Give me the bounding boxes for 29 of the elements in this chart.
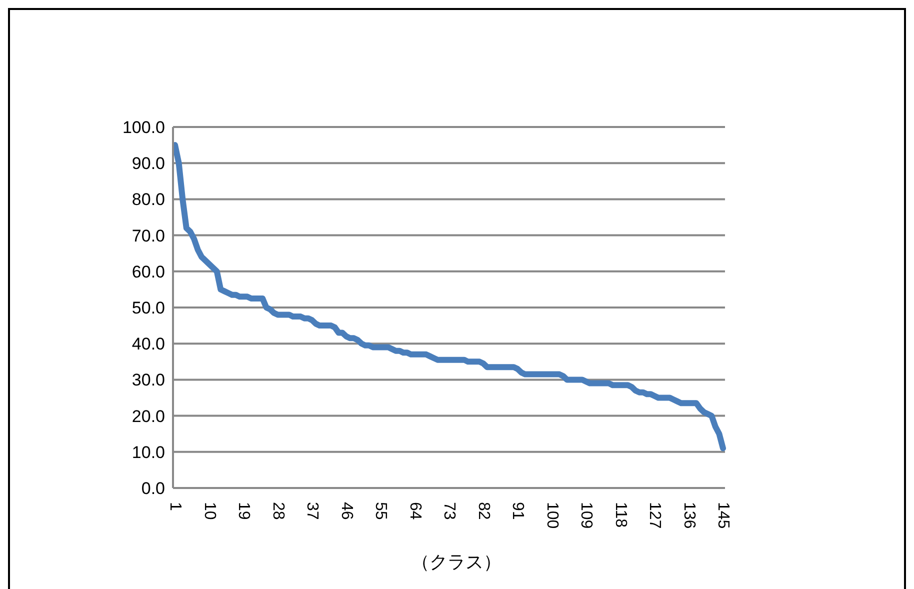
x-tick-label: 37 — [304, 502, 320, 520]
y-tick-label: 60.0 — [132, 262, 165, 282]
x-tick-label: 1 — [166, 502, 184, 511]
y-tick-label: 40.0 — [132, 334, 165, 354]
y-tick-label: 80.0 — [132, 190, 165, 210]
x-tick-label: 10 — [200, 502, 218, 520]
x-tick-label: 118 — [612, 502, 629, 528]
x-tick-label: 127 — [646, 502, 663, 529]
x-tick-label: 82 — [474, 502, 492, 520]
x-tick-label: 19 — [235, 502, 252, 520]
x-tick-label: 109 — [578, 502, 594, 529]
x-tick-label: 55 — [372, 502, 389, 520]
x-tick-label: 73 — [440, 502, 458, 520]
x-tick-label: 46 — [338, 502, 355, 520]
y-tick-label: 30.0 — [132, 370, 165, 390]
x-tick-label: 64 — [406, 502, 424, 520]
x-tick-label: 28 — [269, 502, 286, 520]
y-tick-label: 90.0 — [132, 154, 165, 174]
x-axis-title: （クラス） — [410, 551, 502, 574]
y-tick-label: 10.0 — [132, 442, 165, 462]
y-tick-label: 20.0 — [132, 406, 165, 426]
y-tick-label: 0.0 — [141, 479, 165, 498]
x-tick-label: 91 — [509, 502, 526, 520]
x-tick-label: 136 — [680, 502, 698, 529]
x-tick-label: 145 — [714, 502, 732, 529]
y-tick-label: 50.0 — [132, 298, 165, 318]
y-tick-label: 70.0 — [132, 226, 165, 246]
y-tick-label: 100.0 — [122, 118, 165, 138]
x-tick-label: 100 — [543, 502, 560, 529]
